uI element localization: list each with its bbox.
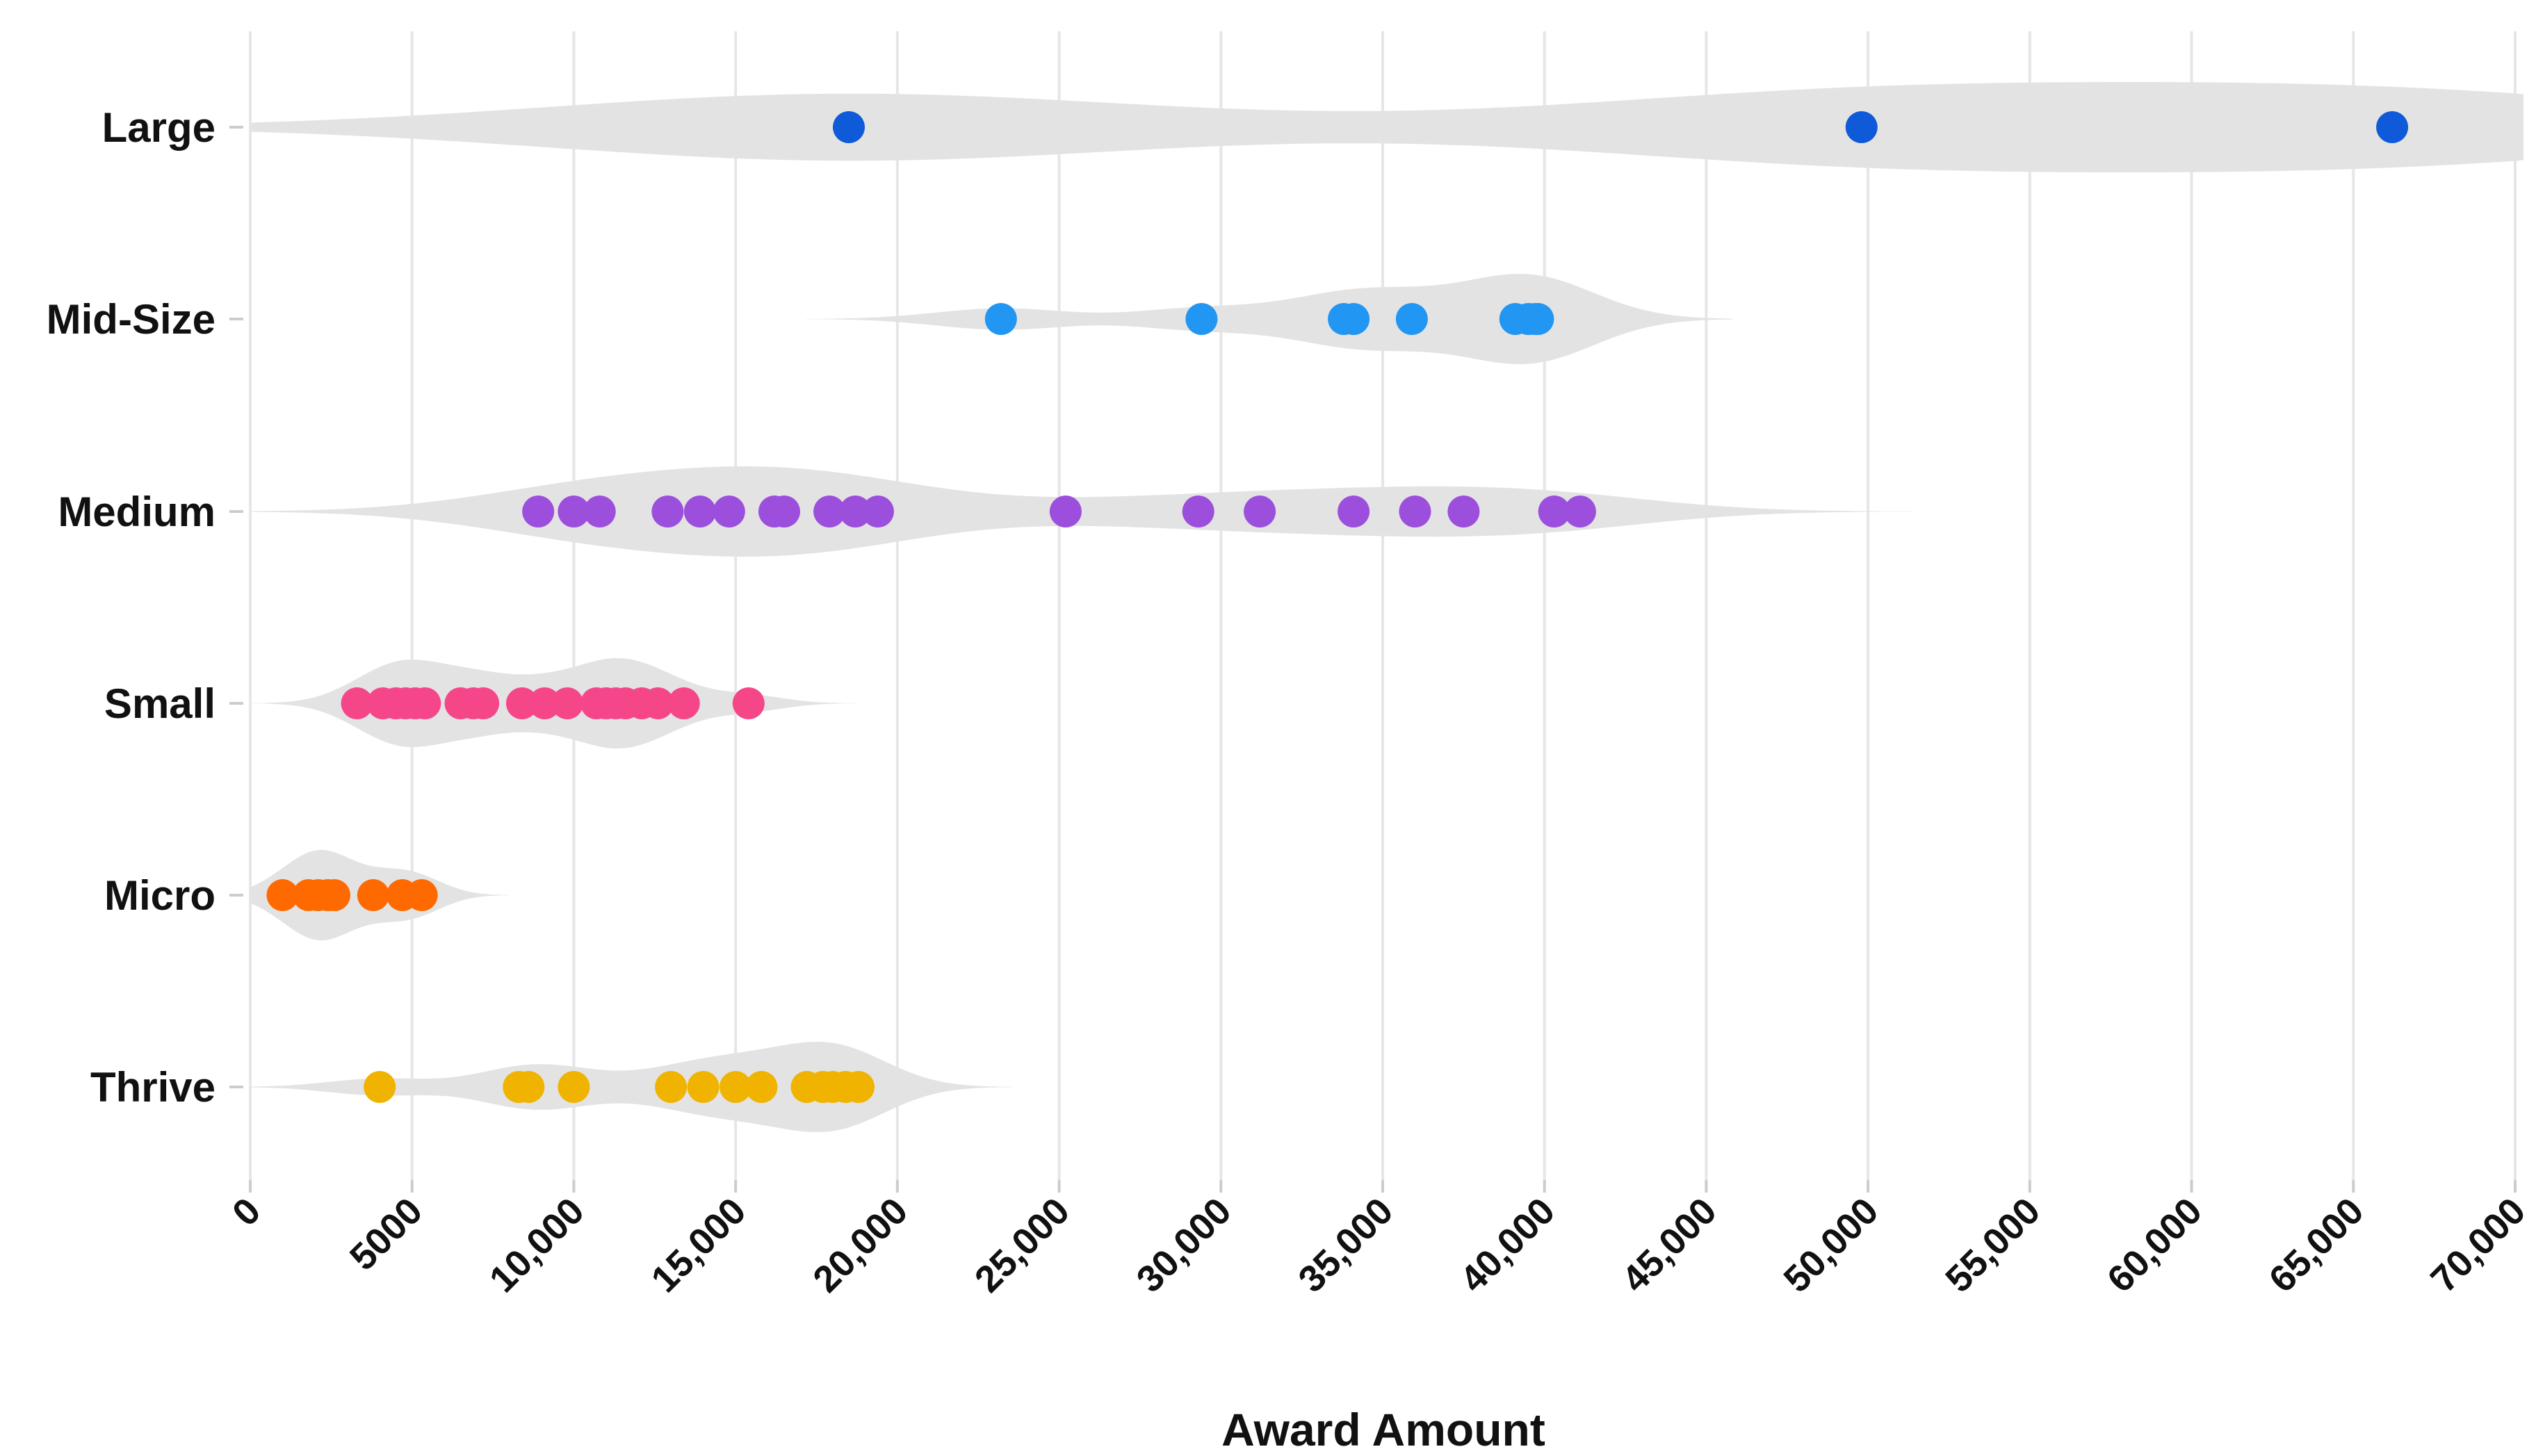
data-point-thrive xyxy=(745,1071,777,1103)
data-point-thrive xyxy=(512,1071,544,1103)
data-point-mid-size xyxy=(1185,303,1217,335)
data-point-medium xyxy=(1399,496,1431,527)
data-point-medium xyxy=(713,496,745,527)
data-point-medium xyxy=(651,496,683,527)
x-tick-label: 70,000 xyxy=(2423,1190,2533,1300)
x-tick-label: 10,000 xyxy=(482,1190,592,1300)
x-tick-label: 0 xyxy=(225,1190,269,1234)
data-point-small xyxy=(467,687,499,719)
grid-lines xyxy=(250,31,2515,1180)
data-point-medium xyxy=(1564,496,1596,527)
data-point-thrive xyxy=(655,1071,687,1103)
category-label: Thrive xyxy=(90,1064,216,1111)
data-point-medium xyxy=(768,496,800,527)
category-labels: Large Mid-Size Medium Small Micro Thrive xyxy=(47,104,243,1111)
data-point-small xyxy=(733,687,765,719)
x-tick-label: 65,000 xyxy=(2261,1190,2372,1300)
violins xyxy=(250,82,2523,1132)
data-point-micro xyxy=(357,879,389,911)
data-point-medium xyxy=(1182,496,1214,527)
x-axis: 0 5000 10,000 15,000 20,000 25,000 30,000 35,00… xyxy=(225,1180,2534,1300)
data-point-small xyxy=(668,687,700,719)
data-point-mid-size xyxy=(1338,303,1369,335)
category-label: Medium xyxy=(58,489,216,535)
data-point-medium xyxy=(1050,496,1082,527)
data-point-thrive xyxy=(843,1071,875,1103)
x-axis-title: Award Amount xyxy=(1221,1404,1545,1455)
x-tick-label: 55,000 xyxy=(1937,1190,2048,1300)
data-point-thrive xyxy=(558,1071,590,1103)
data-point-medium xyxy=(862,496,894,527)
data-point-medium xyxy=(522,496,554,527)
x-tick-label: 5000 xyxy=(342,1190,430,1278)
data-point-mid-size xyxy=(1522,303,1554,335)
data-point-small xyxy=(551,687,583,719)
x-tick-label: 60,000 xyxy=(2099,1190,2210,1300)
category-label: Small xyxy=(104,680,216,727)
data-point-thrive xyxy=(364,1071,396,1103)
x-tick-label: 35,000 xyxy=(1290,1190,1401,1300)
x-tick-label: 50,000 xyxy=(1775,1190,1886,1300)
data-point-large xyxy=(2376,111,2408,143)
data-point-large xyxy=(1846,111,1878,143)
data-point-medium xyxy=(1338,496,1369,527)
data-point-mid-size xyxy=(1396,303,1428,335)
data-point-micro xyxy=(318,879,350,911)
data-point-mid-size xyxy=(985,303,1017,335)
data-point-thrive xyxy=(688,1071,720,1103)
data-point-medium xyxy=(584,496,616,527)
x-tick-label: 30,000 xyxy=(1129,1190,1239,1300)
x-tick-label: 45,000 xyxy=(1614,1190,1725,1300)
x-tick-label: 20,000 xyxy=(805,1190,916,1300)
data-points xyxy=(267,111,2409,1103)
x-tick-label: 40,000 xyxy=(1452,1190,1563,1300)
violin-mid-size xyxy=(806,274,1732,364)
category-label: Large xyxy=(102,104,216,151)
data-point-small xyxy=(409,687,441,719)
data-point-medium xyxy=(1447,496,1479,527)
data-point-large xyxy=(833,111,865,143)
data-point-micro xyxy=(406,879,438,911)
violin-large xyxy=(250,82,2523,172)
violin-medium xyxy=(250,466,1915,557)
category-label: Micro xyxy=(104,872,216,919)
x-tick-label: 25,000 xyxy=(967,1190,1078,1300)
data-point-medium xyxy=(684,496,716,527)
category-label: Mid-Size xyxy=(47,296,216,343)
data-point-medium xyxy=(1244,496,1276,527)
x-tick-label: 15,000 xyxy=(643,1190,754,1300)
